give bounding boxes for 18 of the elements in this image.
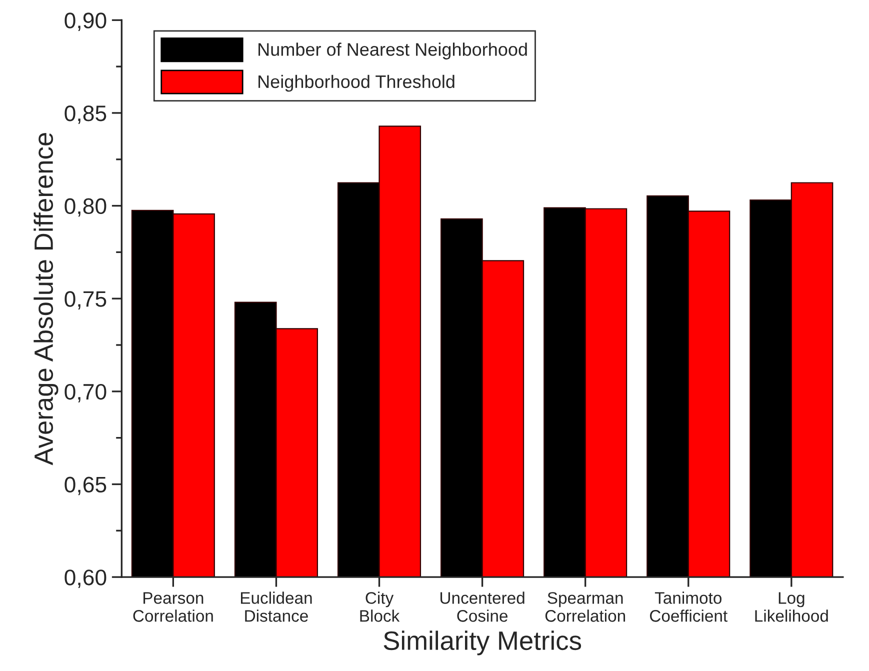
x-tick-label: City Block xyxy=(360,592,400,622)
y-tick-label: 0,90 xyxy=(64,12,106,32)
x-tick-label: Spearman Correlation xyxy=(545,592,626,622)
legend-label: Neighborhood Threshold xyxy=(258,74,454,92)
y-tick-label: 0,75 xyxy=(64,291,106,310)
x-tick-label: Pearson Correlation xyxy=(133,592,213,622)
y-axis-title: Average Absolute Difference xyxy=(34,132,58,466)
legend-label: Number of Nearest Neighborhood xyxy=(258,42,527,60)
y-tick-label: 0,70 xyxy=(64,384,106,402)
y-tick-label: 0,60 xyxy=(64,570,106,588)
y-tick-label: 0,80 xyxy=(64,198,106,217)
x-axis-title: Similarity Metrics xyxy=(384,630,582,656)
x-tick-label: Euclidean Distance xyxy=(240,592,312,622)
x-tick-label: Uncentered Cosine xyxy=(440,592,524,622)
x-tick-label: Log Likelihood xyxy=(755,592,828,622)
y-tick-label: 0,65 xyxy=(64,476,106,496)
x-tick-label: Tanimoto Coefficient xyxy=(650,592,728,622)
y-tick-label: 0,85 xyxy=(64,105,106,124)
